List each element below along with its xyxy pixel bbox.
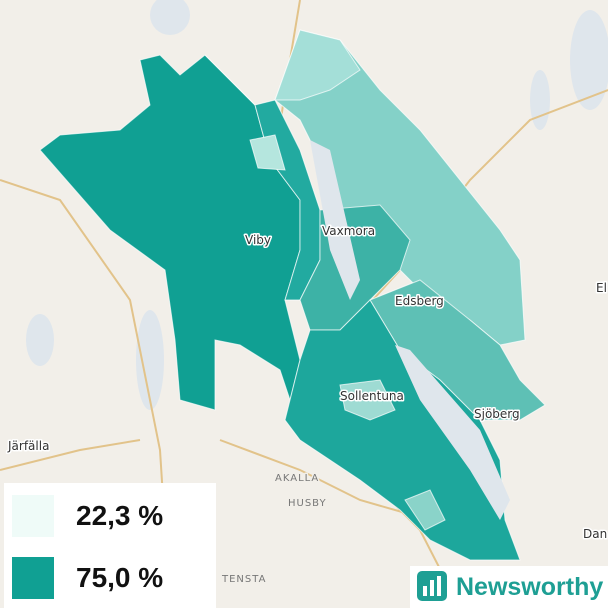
place-label: Edsberg: [395, 294, 444, 308]
legend-swatch: [12, 495, 54, 537]
legend: 22,3 % 75,0 %: [4, 483, 216, 608]
place-label: Viby: [245, 233, 271, 247]
lake: [150, 0, 190, 35]
lake: [530, 70, 550, 130]
legend-label: 22,3 %: [76, 500, 164, 531]
place-label: El: [596, 281, 607, 295]
legend-label: 75,0 %: [76, 562, 164, 593]
region: [274, 29, 361, 101]
lake: [26, 314, 54, 366]
logo-icon: [417, 571, 447, 601]
place-label: Dan: [583, 527, 607, 541]
water: [26, 0, 608, 410]
brand-name: Newsworthy: [456, 572, 604, 601]
place-label: TENSTA: [221, 574, 266, 585]
legend-item: 75,0 %: [12, 557, 163, 599]
legend-swatch: [12, 557, 54, 599]
place-label: HUSBY: [288, 498, 327, 509]
region: [339, 379, 396, 421]
place-label: Sollentuna: [340, 389, 404, 403]
brand-logo: Newsworthy: [410, 566, 608, 608]
legend-item: 22,3 %: [12, 495, 163, 537]
place-label: Järfälla: [7, 439, 49, 453]
lake: [136, 310, 164, 410]
region: [404, 489, 446, 531]
region: [284, 299, 521, 561]
region: [249, 134, 286, 171]
lake: [570, 10, 608, 110]
road: [0, 439, 141, 471]
place-label: AKALLA: [275, 473, 319, 484]
road: [219, 439, 431, 521]
water: [310, 140, 510, 520]
place-label: Vaxmora: [322, 224, 375, 238]
place-label: Sjöberg: [474, 407, 520, 421]
